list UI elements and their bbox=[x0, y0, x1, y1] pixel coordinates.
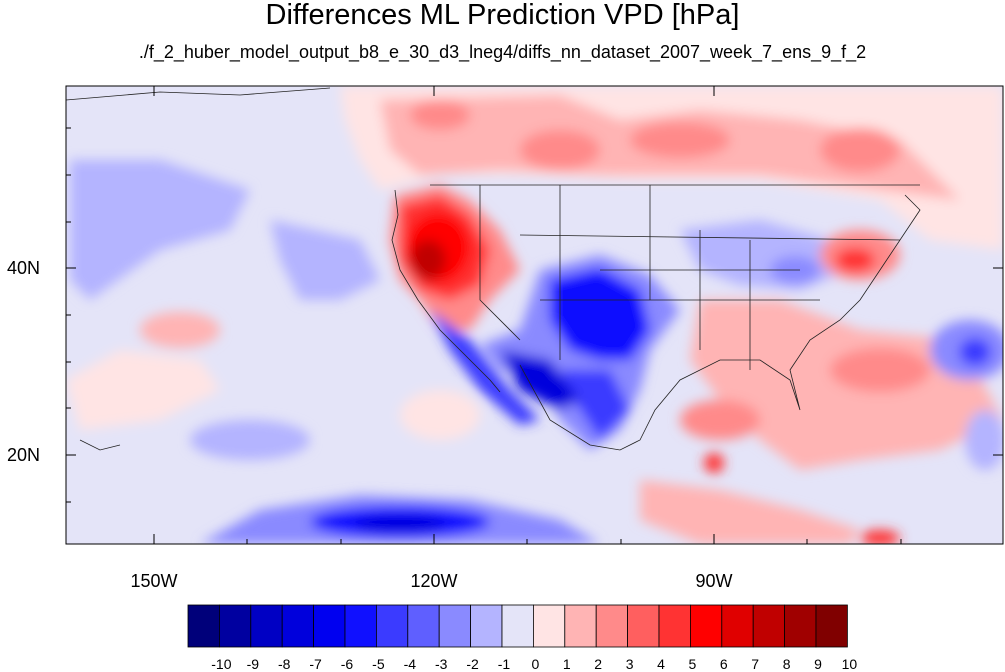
colorbar-tick-label: 0 bbox=[531, 656, 540, 672]
colorbar-tick-label: -1 bbox=[497, 656, 511, 672]
colorbar-tick-label: 3 bbox=[625, 656, 634, 672]
colorbar-tick-label: 7 bbox=[751, 656, 760, 672]
colorbar-tick-label: 2 bbox=[594, 656, 603, 672]
colorbar-swatch bbox=[438, 604, 472, 648]
lat-label-20n: 20N bbox=[6, 445, 40, 465]
colorbar-tick-label: 10 bbox=[841, 656, 858, 672]
colorbar-tick-label: -10 bbox=[211, 656, 232, 672]
colorbar-swatch bbox=[250, 604, 283, 648]
lon-label-120w: 120W bbox=[410, 571, 458, 591]
colorbar-swatch bbox=[470, 604, 503, 648]
colorbar-swatch bbox=[375, 604, 409, 648]
colorbar-swatch bbox=[815, 604, 848, 648]
colorbar-tick-label: -3 bbox=[434, 656, 448, 672]
colorbar-swatch bbox=[407, 604, 440, 648]
map-title: Differences ML Prediction VPD [hPa] bbox=[265, 0, 740, 31]
colorbar-tick-label: 8 bbox=[782, 656, 791, 672]
colorbar-tick-label: 1 bbox=[562, 656, 571, 672]
colorbar-swatch bbox=[784, 604, 817, 648]
lon-label-150w: 150W bbox=[130, 571, 178, 591]
colorbar-swatch bbox=[533, 604, 566, 648]
colorbar-tick-label: -4 bbox=[403, 656, 417, 672]
colorbar-swatch bbox=[501, 604, 534, 648]
colorbar-tick-label: -5 bbox=[372, 656, 385, 672]
colorbar-swatch bbox=[281, 604, 315, 648]
colorbar-swatch bbox=[344, 604, 377, 648]
colorbar-tick-label: -2 bbox=[466, 656, 479, 672]
colorbar-tick-label: -8 bbox=[277, 656, 291, 672]
colorbar-swatch bbox=[752, 604, 786, 648]
colorbar-swatch bbox=[627, 604, 660, 648]
colorbar bbox=[187, 604, 848, 648]
coastlines bbox=[66, 87, 921, 451]
lat-label-40n: 40N bbox=[6, 258, 40, 278]
colorbar-swatch bbox=[564, 604, 597, 648]
map-subtitle: ./f_2_huber_model_output_b8_e_30_d3_lneg… bbox=[138, 42, 867, 62]
colorbar-swatch bbox=[690, 604, 723, 648]
colorbar-swatch bbox=[658, 604, 691, 648]
colorbar-swatch bbox=[595, 604, 629, 648]
colorbar-tick-label: 5 bbox=[688, 656, 697, 672]
axis-ticks bbox=[66, 86, 1003, 544]
colorbar-swatch bbox=[187, 604, 220, 648]
difference-field bbox=[66, 86, 1003, 544]
colorbar-tick-label: 9 bbox=[814, 656, 822, 672]
colorbar-tick-label: -6 bbox=[340, 656, 354, 672]
colorbar-swatch bbox=[721, 604, 754, 648]
colorbar-tick-label: -9 bbox=[246, 656, 260, 672]
colorbar-tick-label: -7 bbox=[309, 656, 322, 672]
colorbar-tick-label: 4 bbox=[657, 656, 665, 672]
colorbar-swatch bbox=[218, 604, 252, 648]
lon-label-90w: 90W bbox=[695, 571, 733, 591]
colorbar-swatch bbox=[313, 604, 346, 648]
map-field bbox=[66, 86, 1003, 544]
colorbar-tick-label: 6 bbox=[719, 656, 728, 672]
